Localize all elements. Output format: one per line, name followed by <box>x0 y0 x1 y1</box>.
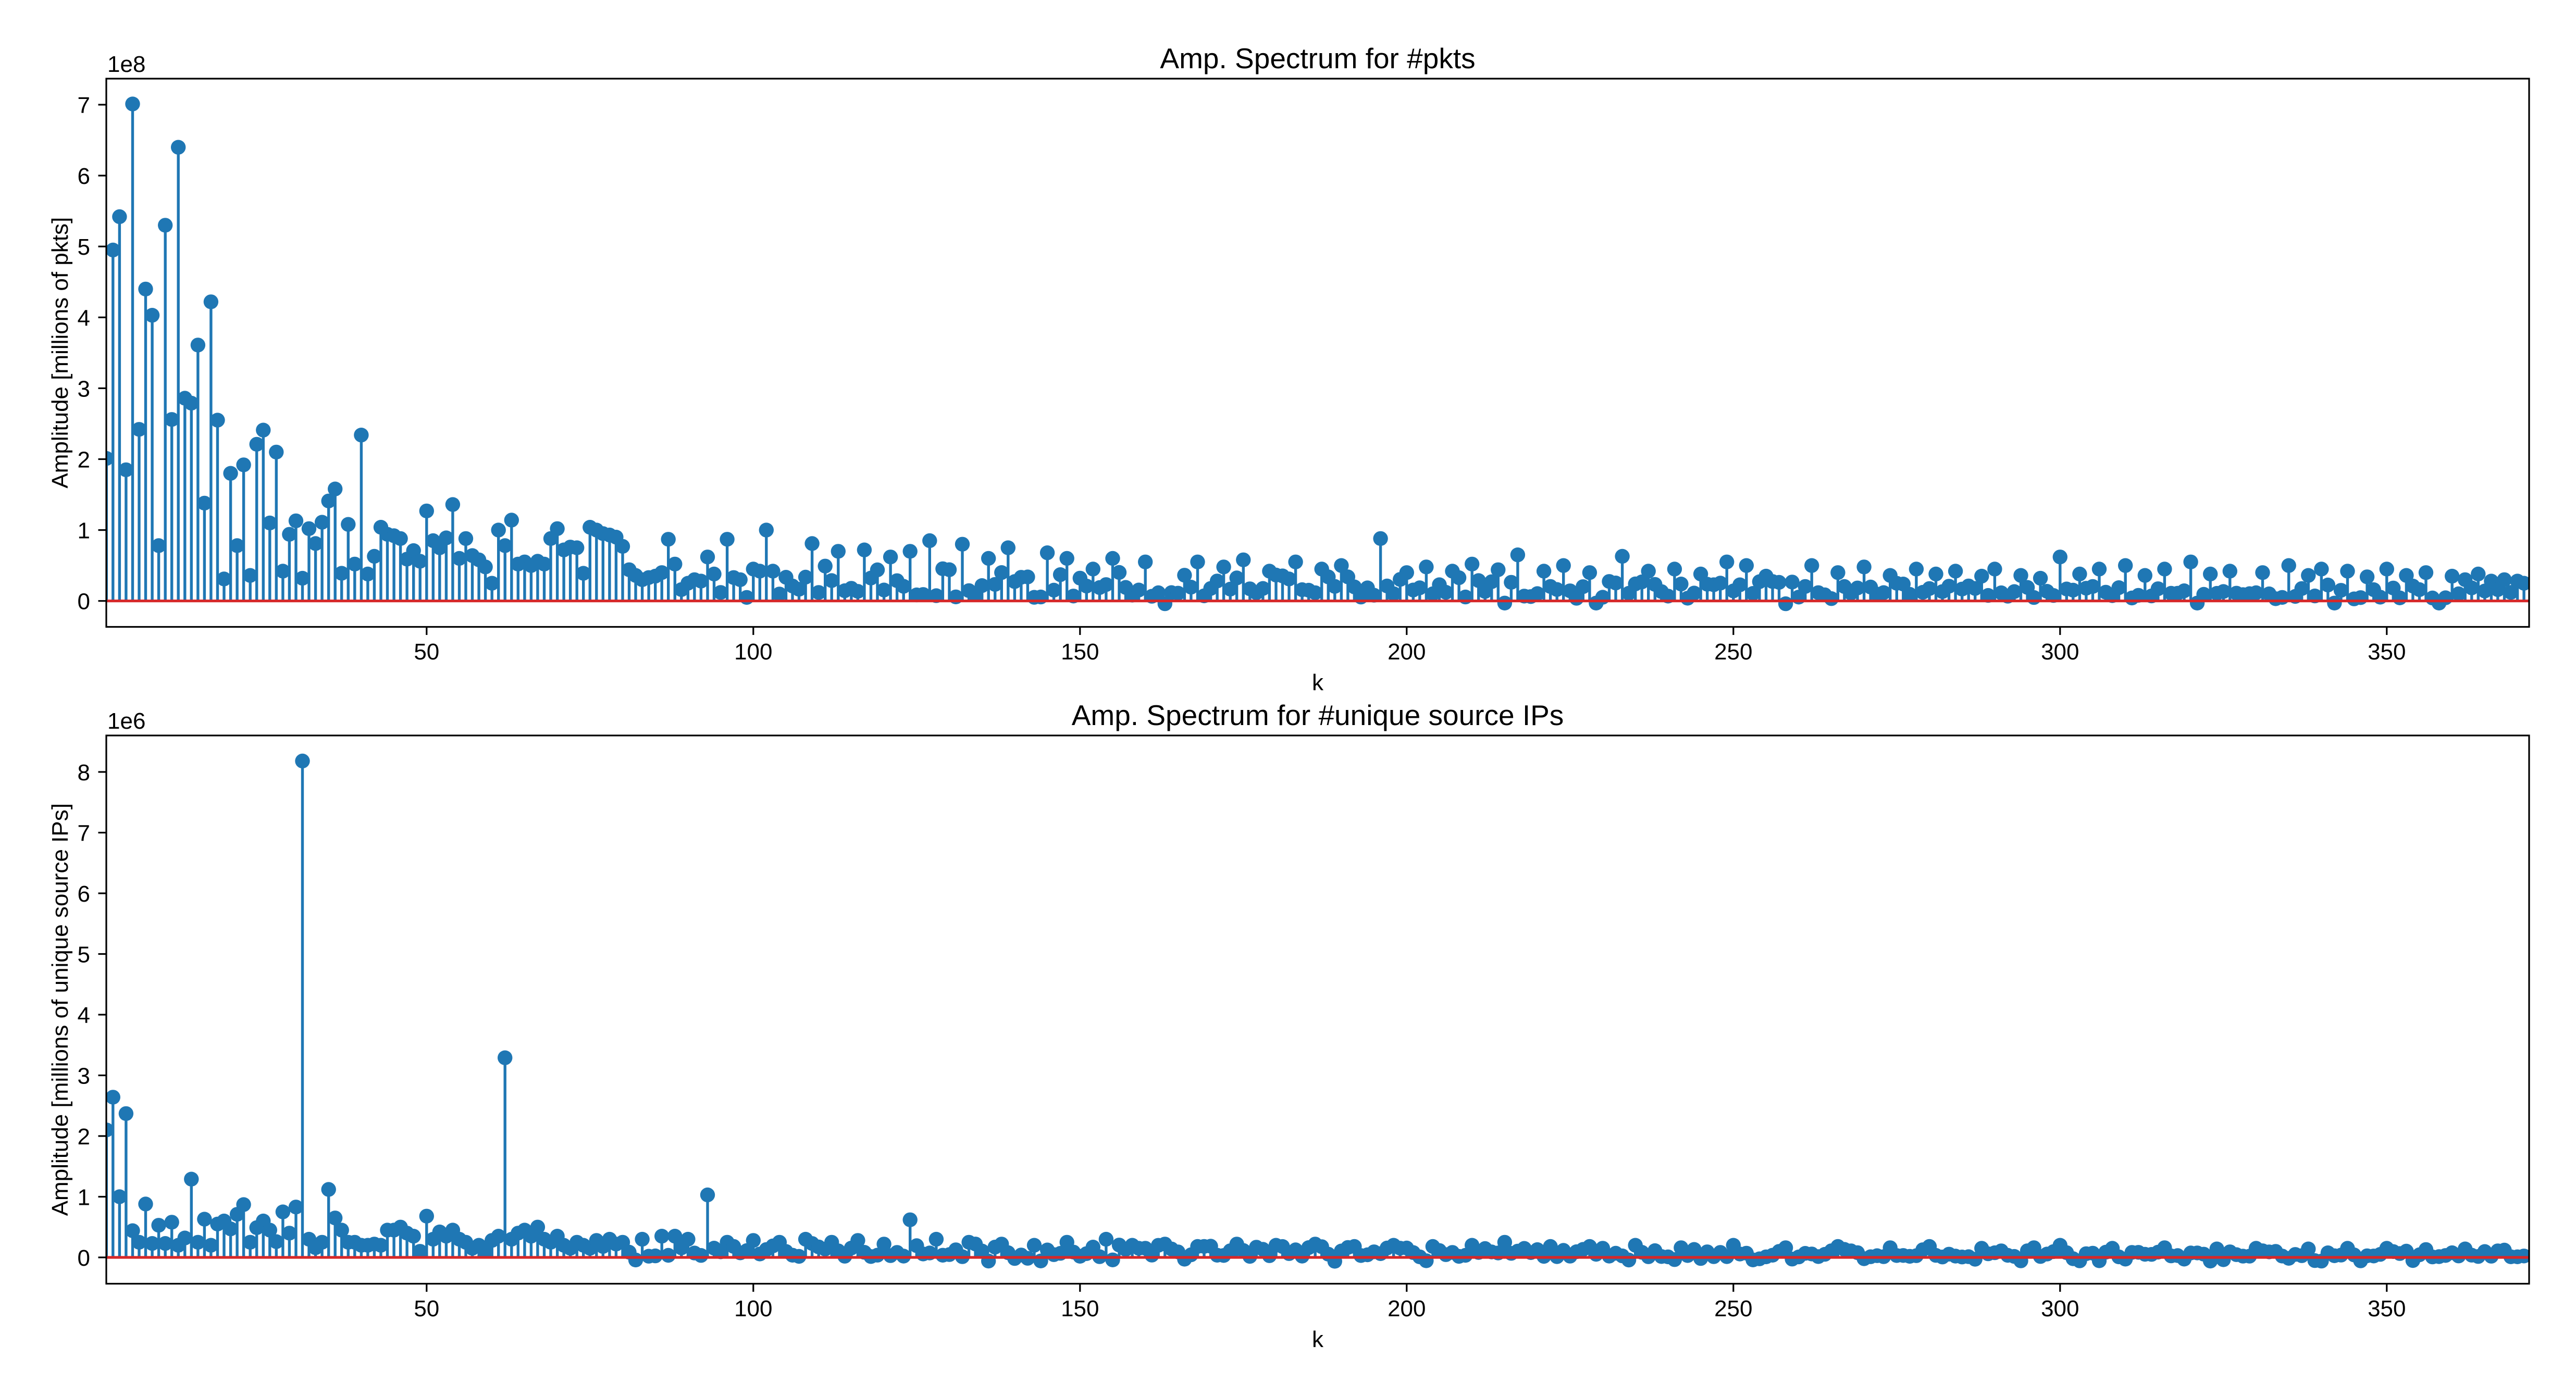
svg-text:4: 4 <box>78 1003 90 1028</box>
svg-text:3: 3 <box>78 376 90 402</box>
svg-text:100: 100 <box>734 1296 772 1321</box>
svg-text:2: 2 <box>78 1124 90 1150</box>
svg-text:k: k <box>1312 1327 1324 1352</box>
svg-text:7: 7 <box>78 93 90 118</box>
svg-text:150: 150 <box>1061 1296 1099 1321</box>
svg-text:6: 6 <box>78 164 90 189</box>
svg-text:0: 0 <box>78 1245 90 1271</box>
svg-text:4: 4 <box>78 305 90 331</box>
svg-text:Amp. Spectrum for #unique sour: Amp. Spectrum for #unique source IPs <box>1072 699 1564 731</box>
svg-text:200: 200 <box>1388 1296 1426 1321</box>
svg-text:5: 5 <box>78 234 90 260</box>
svg-text:5: 5 <box>78 942 90 968</box>
svg-text:7: 7 <box>78 821 90 846</box>
svg-text:6: 6 <box>78 881 90 907</box>
svg-text:8: 8 <box>78 760 90 785</box>
svg-text:50: 50 <box>414 1296 439 1321</box>
svg-text:350: 350 <box>2368 639 2406 665</box>
svg-text:1e8: 1e8 <box>107 52 145 77</box>
svg-text:Amp. Spectrum for #pkts: Amp. Spectrum for #pkts <box>1160 42 1475 74</box>
svg-text:k: k <box>1312 670 1324 695</box>
svg-text:2: 2 <box>78 447 90 473</box>
svg-text:0: 0 <box>78 589 90 615</box>
svg-text:3: 3 <box>78 1064 90 1089</box>
svg-text:1: 1 <box>78 1185 90 1211</box>
svg-text:350: 350 <box>2368 1296 2406 1321</box>
svg-text:300: 300 <box>2041 1296 2079 1321</box>
svg-text:250: 250 <box>1714 1296 1752 1321</box>
svg-text:300: 300 <box>2041 639 2079 665</box>
svg-text:150: 150 <box>1061 639 1099 665</box>
svg-text:Amplitude [millions of unique: Amplitude [millions of unique source IPs… <box>47 803 73 1216</box>
svg-text:Amplitude [millions of pkts]: Amplitude [millions of pkts] <box>47 217 73 489</box>
svg-text:100: 100 <box>734 639 772 665</box>
svg-text:200: 200 <box>1388 639 1426 665</box>
svg-text:50: 50 <box>414 639 439 665</box>
svg-text:250: 250 <box>1714 639 1752 665</box>
svg-text:1: 1 <box>78 518 90 544</box>
svg-text:1e6: 1e6 <box>107 708 145 734</box>
